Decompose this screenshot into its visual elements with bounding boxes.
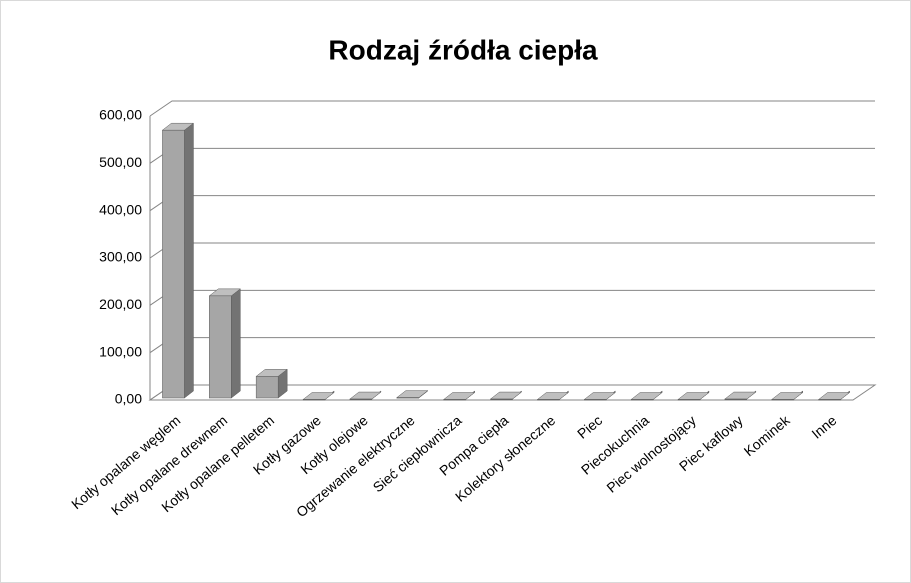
bar-front [724,398,748,400]
y-tick-label: 200,00 [99,296,142,312]
bar [630,390,663,401]
bar-front [490,398,513,400]
bar-front [209,295,232,399]
y-tick-label: 0,00 [115,391,142,407]
bar [724,390,757,400]
bar-front [771,399,794,401]
bar-side [184,122,194,399]
bar-front [349,398,373,400]
grid-line [149,100,875,117]
bar-front [443,399,466,401]
bar [770,390,804,401]
y-tick-label: 300,00 [99,249,142,265]
y-tick-label: 600,00 [99,107,142,123]
y-tick-label: 100,00 [99,343,142,359]
bar [677,390,710,401]
bar [442,390,476,401]
bar [396,390,429,399]
bar-front [255,376,279,399]
bar-front [677,399,701,401]
bar [536,390,570,401]
bar-front [302,399,326,401]
bar [302,390,335,401]
bar [489,390,523,400]
bar [255,368,288,399]
bar-front [396,397,420,399]
chart-title: Rodzaj źródła ciepła [328,34,598,65]
bar-front [162,129,185,399]
bar [349,390,382,400]
bar [817,390,851,401]
y-tick-label: 500,00 [99,154,142,170]
bar [208,288,242,399]
bar-front [818,399,841,401]
y-tick-label: 400,00 [99,201,142,217]
bar [161,122,195,399]
bar-front [537,399,560,401]
bar-side [231,288,241,399]
bar-front [583,399,607,401]
bar-front [630,399,654,401]
bar [583,390,616,401]
